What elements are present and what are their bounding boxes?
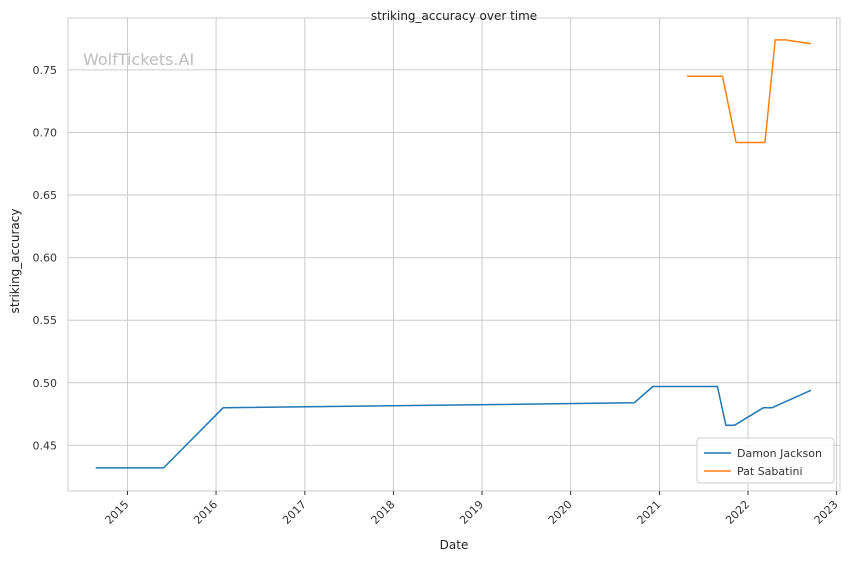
plot-frame [67, 17, 841, 492]
x-tick-label: 2017 [280, 498, 309, 527]
legend-label-damon-jackson: Damon Jackson [737, 447, 822, 460]
y-tick-label: 0.70 [33, 126, 58, 139]
x-tick-label: 2015 [103, 498, 132, 527]
y-tick-label: 0.45 [33, 439, 58, 452]
plot-area [68, 18, 840, 491]
chart-title: striking_accuracy over time [371, 9, 537, 23]
y-tick-label: 0.55 [33, 314, 58, 327]
y-axis-ticks: 0.45 0.50 0.55 0.60 0.65 0.70 0.75 [33, 64, 58, 452]
x-tick-label: 2019 [457, 498, 486, 527]
y-tick-label: 0.60 [33, 252, 58, 265]
x-tick-label: 2021 [635, 498, 664, 527]
legend: Damon Jackson Pat Sabatini [696, 437, 835, 484]
series-line-pat-sabatini [686, 39, 812, 144]
y-tick-label: 0.50 [33, 377, 58, 390]
series-layer [95, 39, 812, 469]
legend-label-pat-sabatini: Pat Sabatini [737, 465, 803, 478]
y-axis-label: striking_accuracy [8, 209, 22, 314]
x-axis-ticks: 2015 2016 2017 2018 2019 2020 2021 2022 2023 [103, 491, 841, 527]
x-tick-label: 2023 [812, 498, 841, 527]
series-line-damon-jackson [95, 385, 812, 469]
y-tick-label: 0.65 [33, 189, 58, 202]
x-tick-label: 2020 [546, 498, 575, 527]
x-tick-label: 2018 [369, 498, 398, 527]
watermark: WolfTickets.AI [83, 50, 194, 69]
legend-box [696, 437, 835, 484]
y-tick-label: 0.75 [33, 64, 58, 77]
x-tick-label: 2016 [191, 498, 220, 527]
x-tick-label: 2022 [723, 498, 752, 527]
x-axis-label: Date [440, 538, 469, 552]
